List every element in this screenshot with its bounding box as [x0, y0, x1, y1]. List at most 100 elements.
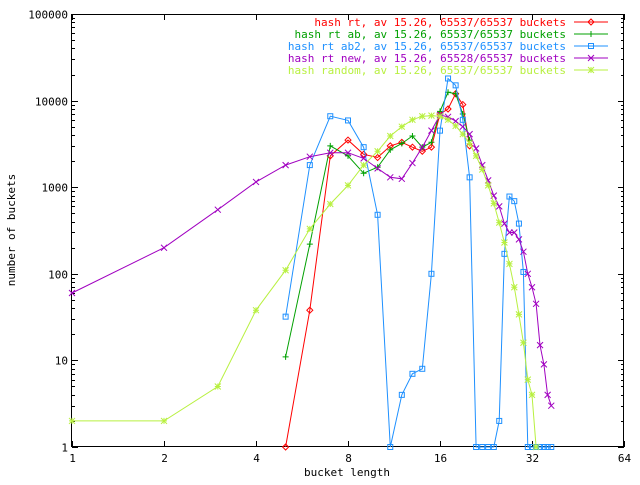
data-point: [252, 306, 260, 314]
data-point: [532, 443, 540, 451]
data-point: [427, 143, 436, 151]
data-point: [386, 173, 394, 181]
y-tick-label: 10: [55, 355, 68, 368]
data-point: [510, 229, 518, 236]
data-point: [409, 133, 416, 140]
data-point: [282, 313, 289, 320]
data-point: [540, 444, 547, 450]
data-point: [252, 178, 260, 186]
data-point: [360, 170, 367, 177]
data-point: [398, 140, 405, 147]
data-point: [490, 200, 498, 207]
legend-marker: [587, 66, 595, 74]
y-tick-label: 100000: [28, 9, 68, 22]
data-point: [428, 127, 435, 134]
data-point: [327, 142, 334, 149]
x-tick-label: 8: [345, 452, 352, 465]
data-point: [520, 339, 527, 347]
x-tick-label: 4: [253, 452, 260, 465]
data-point: [306, 241, 313, 248]
data-point: [496, 417, 503, 424]
data-point: [506, 260, 513, 268]
data-point: [327, 113, 334, 120]
x-tick-label: 2: [161, 452, 168, 465]
data-point: [478, 166, 486, 173]
data-point: [510, 283, 518, 291]
x-tick-label: 64: [618, 452, 632, 465]
data-point: [428, 112, 435, 120]
data-point: [398, 175, 406, 183]
y-tick-label: 100: [48, 269, 68, 282]
data-point: [428, 270, 435, 277]
data-point: [282, 266, 289, 274]
data-point: [466, 140, 473, 147]
data-point: [506, 229, 513, 236]
legend-marker: [587, 54, 595, 62]
data-point: [428, 139, 435, 146]
data-point: [436, 112, 444, 120]
legend-label: hash rt ab2, av 15.26, 65537/65537 bucke…: [288, 40, 566, 53]
data-point: [214, 206, 222, 214]
data-point: [386, 132, 394, 140]
data-point: [466, 130, 473, 138]
y-axis-label: number of buckets: [5, 174, 18, 287]
data-point: [409, 116, 416, 124]
y-tick-label: 10000: [35, 96, 68, 109]
data-point: [495, 219, 503, 226]
data-point: [459, 100, 467, 109]
data-point: [515, 220, 522, 227]
data-point: [547, 402, 555, 410]
data-point: [408, 143, 417, 151]
data-point: [160, 417, 168, 425]
data-point: [524, 376, 532, 383]
data-point: [484, 182, 492, 189]
data-point: [528, 283, 536, 291]
data-point: [479, 444, 486, 450]
data-point: [68, 417, 76, 425]
data-point: [387, 444, 394, 450]
data-point: [359, 150, 368, 158]
data-point: [409, 370, 416, 377]
legend-entry: hash random, av 15.26, 65537/65537 bucke…: [288, 64, 608, 77]
data-point: [374, 165, 381, 172]
data-point: [540, 361, 548, 368]
legend-entry: hash rt new, av 15.26, 65528/65537 bucke…: [288, 52, 608, 65]
data-point: [306, 153, 314, 161]
data-point: [472, 152, 480, 160]
data-point: [490, 444, 497, 450]
data-point: [281, 443, 290, 451]
legend-label: hash random, av 15.26, 65537/65537 bucke…: [288, 64, 566, 77]
data-point: [344, 149, 352, 157]
data-point: [306, 162, 313, 169]
legend-marker: [587, 18, 595, 26]
series-2: [282, 89, 473, 360]
data-point: [548, 444, 555, 450]
data-point: [459, 130, 467, 138]
data-point: [444, 105, 452, 113]
data-point: [544, 391, 551, 399]
series-line: [285, 91, 471, 357]
legend-entry: hash rt ab, av 15.26, 65537/65537 bucket…: [294, 28, 608, 41]
data-point: [511, 198, 518, 205]
data-point: [68, 289, 76, 297]
series-4: [68, 111, 555, 410]
data-point: [459, 123, 467, 131]
data-point: [360, 144, 367, 151]
data-point: [452, 122, 459, 130]
data-point: [374, 147, 381, 155]
data-point: [466, 174, 473, 181]
data-point: [214, 383, 222, 390]
legend-label: hash rt ab, av 15.26, 65537/65537 bucket…: [294, 28, 566, 41]
data-point: [506, 193, 513, 200]
data-point: [398, 123, 406, 131]
x-tick-label: 32: [526, 452, 539, 465]
data-point: [345, 152, 351, 159]
data-point: [418, 143, 426, 151]
data-point: [306, 306, 314, 314]
data-point: [528, 391, 536, 399]
data-point: [472, 145, 480, 152]
y-tick-label: 1: [61, 442, 68, 455]
data-point: [418, 112, 426, 120]
legend-label: hash rt, av 15.26, 65537/65537 buckets: [314, 16, 566, 29]
